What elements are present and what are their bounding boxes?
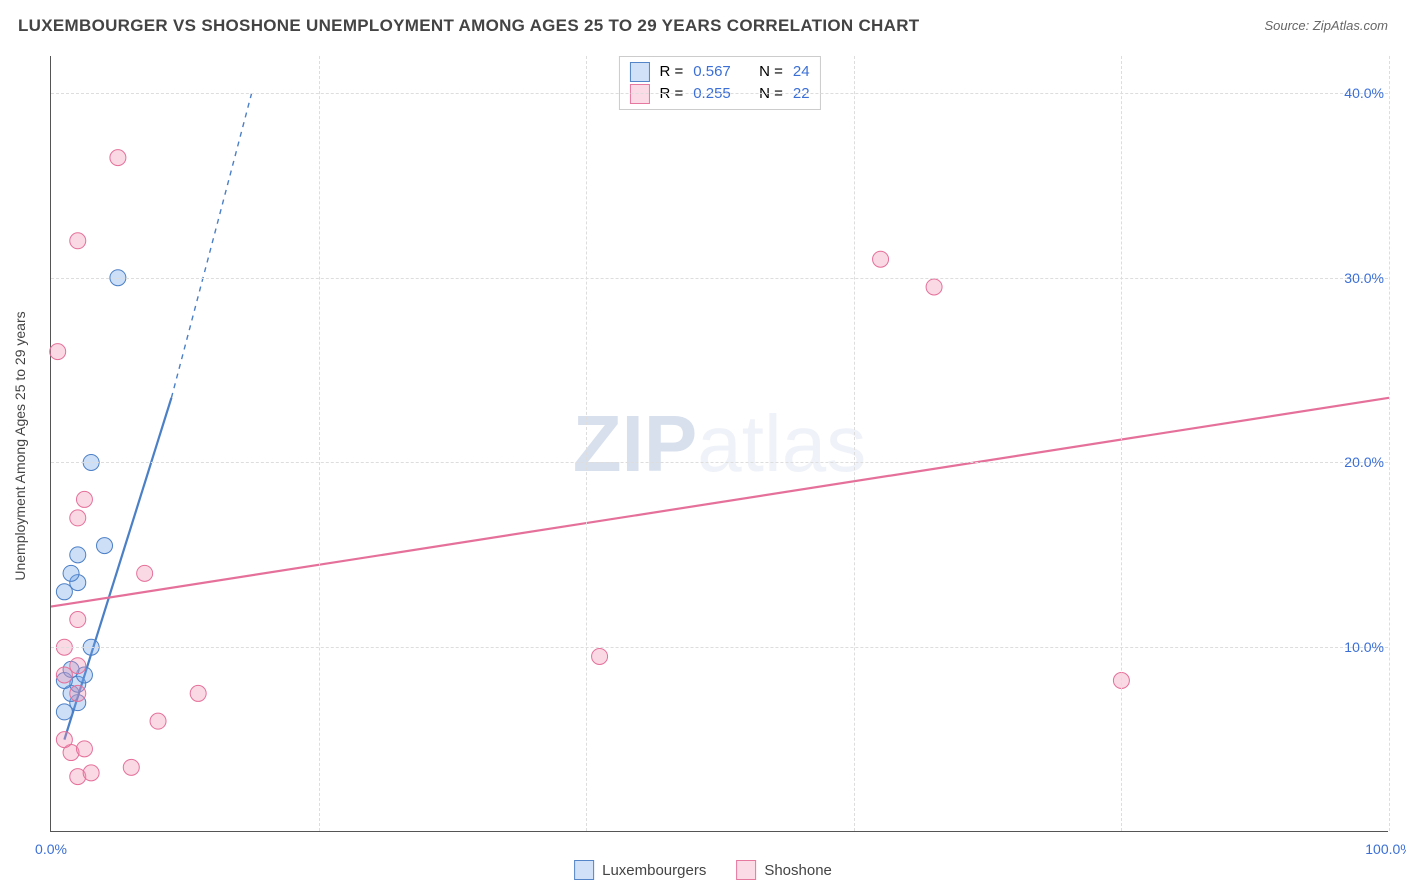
x-tick: 0.0% <box>35 841 67 857</box>
correlation-legend: R =0.567 N =24 R =0.255 N =22 <box>618 56 820 110</box>
plot-area: ZIPatlas R =0.567 N =24 R =0.255 N =22 1… <box>50 56 1388 832</box>
chart-svg <box>51 56 1388 831</box>
legend-row: R =0.255 N =22 <box>629 83 809 105</box>
y-tick: 40.0% <box>1344 85 1384 101</box>
y-tick: 30.0% <box>1344 270 1384 286</box>
x-tick: 100.0% <box>1365 841 1406 857</box>
legend-row: R =0.567 N =24 <box>629 61 809 83</box>
legend-item: Luxembourgers <box>574 860 706 880</box>
y-tick: 20.0% <box>1344 454 1384 470</box>
chart-title: LUXEMBOURGER VS SHOSHONE UNEMPLOYMENT AM… <box>18 16 919 36</box>
source-label: Source: ZipAtlas.com <box>1264 18 1388 33</box>
series-legend: Luxembourgers Shoshone <box>574 860 832 880</box>
y-axis-label: Unemployment Among Ages 25 to 29 years <box>12 311 28 580</box>
legend-item: Shoshone <box>736 860 832 880</box>
y-tick: 10.0% <box>1344 639 1384 655</box>
